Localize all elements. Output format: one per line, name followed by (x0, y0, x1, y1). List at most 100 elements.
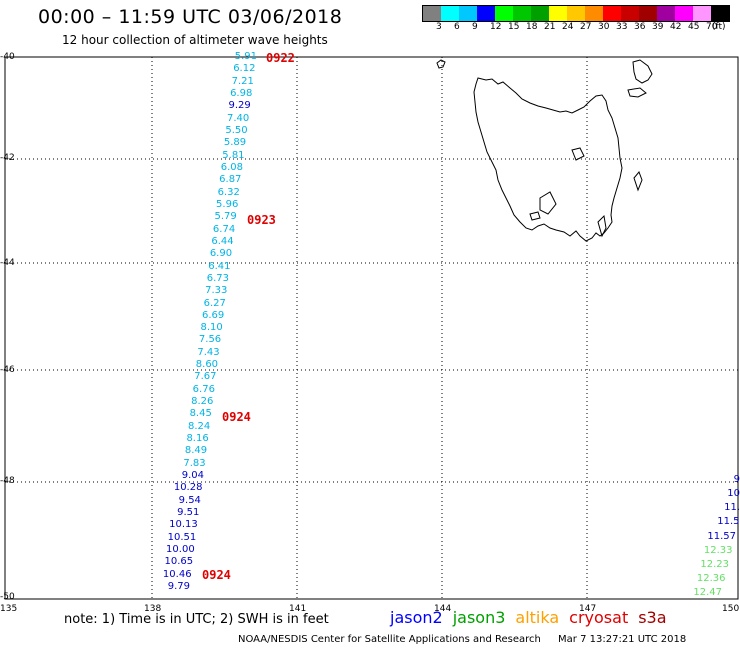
time-label: 0922 (266, 51, 295, 65)
wave-height-value: 6.08 (220, 161, 243, 173)
lake-pedder (529, 211, 541, 221)
color-swatch (567, 6, 585, 21)
wave-height-value: 6.69 (202, 309, 225, 321)
wave-height-value: 5.50 (225, 124, 248, 136)
wave-height-value: 10.46 (162, 568, 192, 580)
maria-island (633, 171, 643, 192)
color-swatch (495, 6, 513, 21)
wave-height-value: 7.83 (183, 457, 206, 469)
color-swatch (603, 6, 621, 21)
lon-label-141: 141 (289, 604, 307, 614)
wave-height-value: 12.36 (696, 572, 726, 584)
color-scale-tick: 6 (454, 22, 460, 32)
color-scale-tick: 33 (616, 22, 628, 32)
graticule (5, 56, 738, 599)
cape-barren-island (627, 87, 647, 98)
color-scale-unit: (ft) (712, 22, 726, 32)
color-scale-tick: 30 (598, 22, 610, 32)
color-scale-tick: 15 (508, 22, 520, 32)
color-swatch (423, 6, 441, 21)
wave-height-value: 10.28 (173, 482, 203, 494)
wave-height-value: 7.21 (231, 75, 254, 87)
wave-height-value: 7.33 (205, 285, 228, 297)
color-swatch (711, 6, 729, 21)
wave-height-value: 5.91 (234, 51, 257, 62)
color-scale-tick: 36 (634, 22, 646, 32)
map-subtitle: 12 hour collection of altimeter wave hei… (62, 33, 328, 47)
wave-height-value: 11. (724, 502, 740, 514)
wave-height-value: 9 (733, 474, 740, 485)
flinders-island (632, 59, 653, 84)
lon-label-150: 150 (722, 604, 740, 614)
wave-height-value: 9.79 (167, 581, 190, 592)
wave-height-value: 10 (727, 488, 740, 500)
wave-height-value: 8.26 (191, 396, 214, 408)
wave-height-value: 5.81 (222, 149, 245, 161)
lon-label-144: 144 (434, 604, 452, 614)
wave-height-value: 7.67 (194, 371, 217, 383)
map-frame (4, 56, 739, 600)
great-lake (571, 147, 585, 161)
footer-credit: NOAA/NESDIS Center for Satellite Applica… (238, 634, 541, 645)
wave-height-value: 9.29 (228, 100, 251, 112)
color-scale-tick: 42 (670, 22, 682, 32)
wave-height-value: 6.12 (233, 63, 256, 75)
lat-label-50: -50 (0, 592, 15, 602)
color-scale-tick: 9 (472, 22, 478, 32)
lon-label-135: 135 (0, 604, 18, 614)
color-scale-tick: 21 (544, 22, 556, 32)
wave-height-value: 8.49 (184, 445, 208, 457)
color-scale-tick: 45 (688, 22, 700, 32)
color-swatch (477, 6, 495, 21)
time-label: 0924 (222, 410, 251, 424)
lat-label-48: -48 (0, 476, 15, 486)
wave-height-value: 5.96 (216, 198, 239, 210)
wave-height-value: 11.57 (707, 530, 736, 542)
wave-height-value: 5.89 (223, 137, 247, 149)
color-scale-tick: 3 (436, 22, 442, 32)
color-swatch (639, 6, 657, 21)
color-scale-tick: 12 (490, 22, 502, 32)
tasmania-main-island (473, 77, 623, 242)
tasmania-coastline (436, 59, 653, 242)
color-swatch (513, 6, 531, 21)
color-swatch (585, 6, 603, 21)
color-swatch (621, 6, 639, 21)
wave-height-value: 10.13 (169, 519, 198, 531)
wave-height-value: 7.40 (226, 112, 250, 124)
wave-height-value: 8.45 (189, 408, 212, 420)
satellite-legend-item: s3a (638, 608, 667, 627)
wave-height-value: 10.65 (164, 556, 194, 568)
footer-timestamp: Mar 7 13:27:21 UTC 2018 (558, 634, 687, 645)
color-scale-tick: 27 (580, 22, 592, 32)
wave-height-value: 6.41 (208, 260, 231, 272)
color-swatch (693, 6, 711, 21)
wave-height-value: 7.43 (197, 346, 220, 358)
color-scale-tick: 39 (652, 22, 664, 32)
wave-height-value: 6.73 (206, 272, 229, 284)
king-island (436, 59, 446, 69)
wave-height-value: 6.76 (192, 383, 215, 395)
wave-height-value: 12.23 (700, 558, 729, 570)
color-swatch (675, 6, 693, 21)
color-scale-tick: 24 (562, 22, 574, 32)
color-swatch (549, 6, 567, 21)
lat-label-44: -44 (0, 258, 15, 268)
wave-height-value: 6.74 (212, 223, 236, 235)
wave-height-value: 5.79 (214, 211, 237, 223)
map-title: 00:00 – 11:59 UTC 03/06/2018 (38, 6, 343, 28)
satellite-legend-item: jason2 (390, 608, 443, 627)
satellite-legend-item: altika (515, 608, 560, 627)
units-note: note: 1) Time is in UTC; 2) SWH is in fe… (64, 612, 329, 627)
wave-height-value: 8.16 (186, 433, 209, 445)
satellite-legend-item: cryosat (569, 608, 629, 627)
wave-height-value: 6.90 (209, 248, 233, 260)
lon-label-138: 138 (144, 604, 162, 614)
wave-height-value: 7.56 (198, 334, 222, 346)
wave-height-value: 10.00 (166, 544, 195, 556)
wave-height-value: 11.5 (717, 516, 740, 528)
color-scale-bar (422, 5, 730, 22)
wave-height-value: 8.24 (188, 420, 211, 432)
color-swatch (657, 6, 675, 21)
